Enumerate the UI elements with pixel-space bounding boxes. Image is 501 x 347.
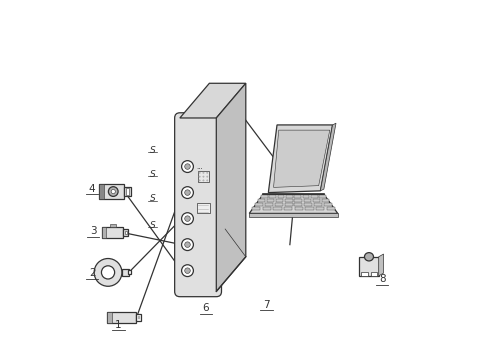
Bar	[286, 195, 292, 197]
Text: $S$: $S$	[148, 192, 156, 203]
Bar	[99, 184, 104, 199]
Bar	[284, 208, 292, 210]
Bar	[321, 199, 329, 202]
Bar	[305, 208, 313, 210]
Bar	[294, 195, 301, 197]
Bar	[269, 195, 276, 197]
Bar	[124, 187, 130, 196]
Bar	[277, 195, 284, 197]
Bar	[285, 199, 292, 202]
Bar	[311, 195, 317, 197]
Ellipse shape	[198, 180, 200, 181]
Bar	[196, 203, 209, 213]
Text: $S$: $S$	[148, 144, 156, 155]
Bar	[326, 208, 335, 210]
Text: 6: 6	[202, 303, 209, 313]
Text: 1: 1	[115, 320, 122, 330]
Bar	[122, 229, 128, 236]
Ellipse shape	[181, 161, 193, 172]
Bar	[262, 208, 271, 210]
Ellipse shape	[181, 187, 193, 198]
Bar	[315, 208, 324, 210]
Bar	[294, 199, 301, 202]
Ellipse shape	[94, 259, 122, 286]
Bar	[294, 203, 302, 206]
Polygon shape	[249, 194, 337, 213]
Ellipse shape	[184, 216, 190, 221]
Ellipse shape	[202, 176, 204, 177]
Ellipse shape	[184, 164, 190, 169]
Ellipse shape	[206, 180, 207, 181]
Text: $S$: $S$	[148, 219, 156, 230]
Ellipse shape	[206, 172, 207, 174]
Bar	[261, 195, 267, 197]
Ellipse shape	[101, 266, 114, 279]
Ellipse shape	[198, 176, 200, 177]
Bar	[319, 195, 326, 197]
Bar	[302, 195, 309, 197]
Ellipse shape	[181, 213, 193, 225]
Ellipse shape	[184, 242, 190, 247]
Bar	[136, 314, 141, 321]
Text: 7: 7	[263, 299, 270, 310]
Bar	[276, 199, 283, 202]
Ellipse shape	[202, 172, 204, 174]
Bar	[99, 184, 124, 199]
Bar	[107, 312, 112, 323]
Ellipse shape	[181, 265, 193, 277]
Bar	[137, 316, 140, 319]
Bar	[312, 199, 319, 202]
Bar	[284, 203, 292, 206]
Bar	[274, 203, 282, 206]
Text: $S$: $S$	[148, 168, 156, 179]
Ellipse shape	[198, 172, 200, 174]
Bar	[264, 203, 272, 206]
Bar	[125, 188, 129, 195]
Bar	[197, 171, 208, 182]
Bar	[359, 257, 378, 276]
Bar	[303, 199, 310, 202]
Polygon shape	[273, 130, 329, 187]
Polygon shape	[378, 254, 383, 276]
Ellipse shape	[206, 176, 207, 177]
Text: 2: 2	[89, 268, 95, 278]
Ellipse shape	[111, 189, 115, 194]
Polygon shape	[320, 123, 335, 191]
Polygon shape	[179, 83, 245, 118]
Text: ...: ...	[195, 163, 202, 170]
Bar	[258, 199, 265, 202]
Bar	[324, 203, 332, 206]
Bar	[128, 270, 130, 274]
Bar	[102, 227, 122, 238]
Text: 8: 8	[378, 274, 385, 284]
Ellipse shape	[108, 187, 118, 196]
Bar	[252, 208, 260, 210]
Bar	[267, 199, 274, 202]
Polygon shape	[268, 125, 332, 193]
Ellipse shape	[184, 190, 190, 195]
Ellipse shape	[202, 180, 204, 181]
Ellipse shape	[184, 268, 190, 273]
Bar	[125, 231, 127, 234]
Bar	[314, 203, 322, 206]
Bar	[361, 272, 367, 276]
Bar	[107, 312, 136, 323]
Bar	[102, 227, 106, 238]
Ellipse shape	[364, 253, 373, 261]
Ellipse shape	[181, 239, 193, 251]
FancyBboxPatch shape	[174, 113, 221, 297]
Bar	[110, 224, 116, 227]
Text: 3: 3	[90, 226, 96, 236]
Bar	[273, 208, 281, 210]
Bar	[304, 203, 312, 206]
Polygon shape	[216, 83, 245, 291]
Bar	[370, 272, 376, 276]
Bar	[294, 208, 303, 210]
Bar	[255, 203, 263, 206]
Bar	[122, 269, 129, 276]
Text: 4: 4	[89, 184, 95, 194]
Polygon shape	[249, 213, 337, 217]
